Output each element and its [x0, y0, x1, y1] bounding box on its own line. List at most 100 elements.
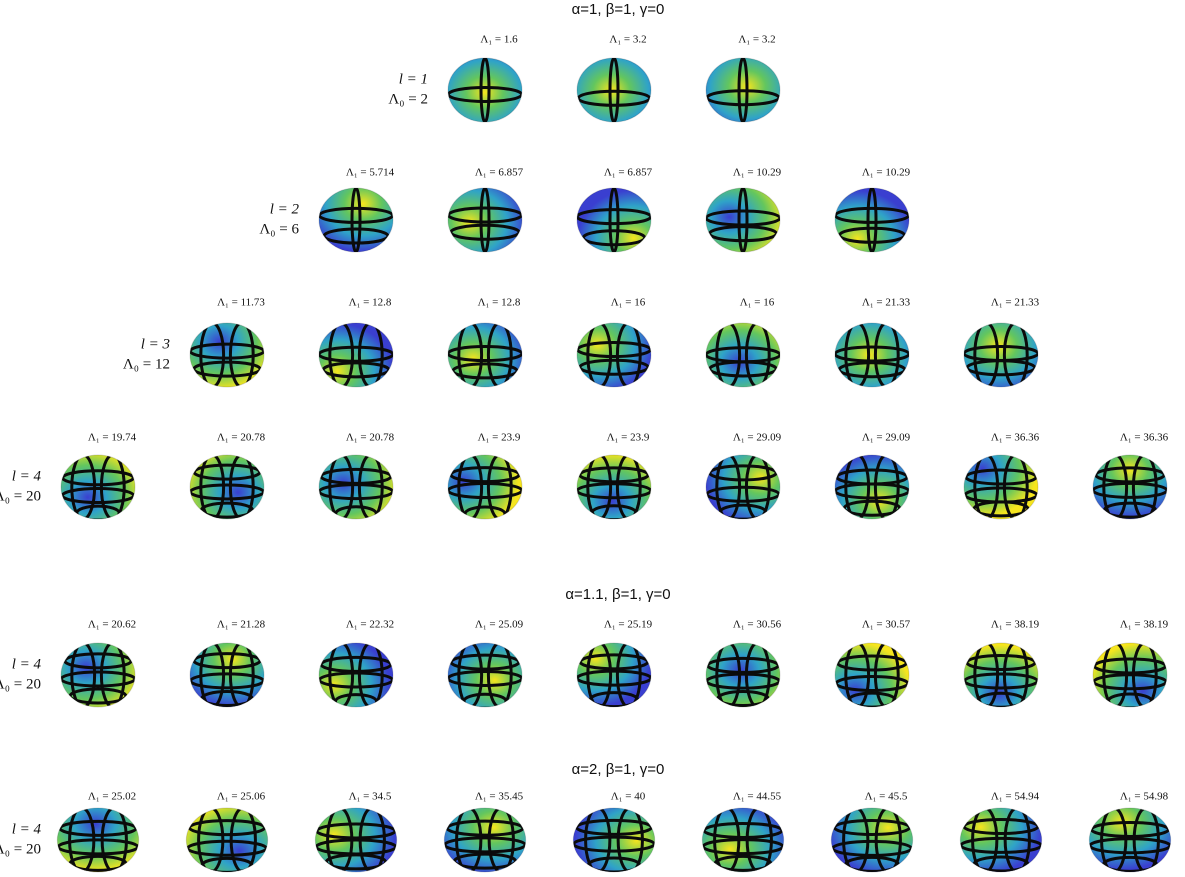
nodal-line: [229, 808, 257, 872]
sphere: [834, 187, 910, 253]
sphere: [318, 322, 394, 388]
panel-label: Λ₁ = 16: [740, 297, 775, 309]
panel-label: Λ₁ = 3.2: [609, 34, 646, 46]
nodal-line: [487, 808, 515, 872]
sphere-surface: [190, 455, 264, 519]
nodal-line: [1002, 455, 1029, 519]
nodal-line: [70, 455, 97, 519]
nodal-line: [844, 455, 871, 519]
nodal-line: [737, 188, 749, 252]
sphere-outline: [60, 454, 136, 520]
nodal-line: [61, 670, 135, 688]
panel-label: Λ₁ = 12.8: [478, 297, 521, 309]
nodal-line: [199, 455, 226, 519]
sphere-outline: [705, 454, 781, 520]
sphere: [60, 454, 136, 520]
nodal-lines: [964, 455, 1038, 519]
sphere: [572, 807, 656, 873]
panel-label: Λ₁ = 25.19: [604, 619, 653, 631]
nodal-line: [199, 643, 226, 707]
nodal-line: [326, 808, 354, 872]
nodal-line: [586, 323, 613, 387]
row-l: l = 4: [12, 821, 42, 837]
sphere-surface: [577, 455, 651, 519]
nodal-line: [842, 808, 870, 872]
panel-label: Λ₁ = 19.74: [88, 432, 137, 444]
panel-label: Λ₁ = 29.09: [733, 432, 782, 444]
sphere-surface: [319, 188, 393, 252]
sphere-outline: [705, 57, 781, 123]
nodal-line: [486, 323, 513, 387]
sphere: [576, 57, 652, 123]
nodal-line: [615, 323, 642, 387]
nodal-line: [713, 808, 741, 872]
nodal-line: [962, 818, 1040, 836]
sphere: [189, 454, 265, 520]
sphere-surface: [835, 323, 909, 387]
sphere-outline: [318, 642, 394, 708]
sphere-outline: [705, 187, 781, 253]
nodal-line: [615, 643, 642, 707]
nodal-line: [960, 836, 1042, 854]
nodal-line: [486, 455, 513, 519]
panel-label: Λ₁ = 30.57: [862, 619, 911, 631]
nodal-line: [228, 643, 255, 707]
row-l: l = 3: [141, 336, 170, 352]
panel-label: Λ₁ = 21.33: [991, 297, 1040, 309]
sphere-surface: [448, 323, 522, 387]
panel-label: Λ₁ = 30.56: [733, 619, 782, 631]
panel-label: Λ₁ = 12.8: [349, 297, 392, 309]
panel-label: Λ₁ = 34.5: [349, 791, 392, 803]
nodal-line: [973, 323, 1000, 387]
nodal-line: [578, 653, 650, 671]
row-lambda0: Λ₀ = 2: [388, 91, 428, 107]
nodal-line: [1132, 808, 1160, 872]
nodal-line: [744, 323, 771, 387]
nodal-line: [357, 323, 384, 387]
row-lambda0: Λ₀ = 12: [123, 356, 170, 372]
nodal-line: [971, 808, 999, 872]
nodal-line: [715, 455, 742, 519]
nodal-line: [608, 188, 620, 252]
panel-label: Λ₁ = 45.5: [865, 791, 908, 803]
nodal-line: [874, 808, 902, 872]
nodal-line: [486, 643, 513, 707]
nodal-line: [616, 808, 644, 872]
nodal-line: [357, 455, 384, 519]
sphere: [56, 807, 140, 873]
panel-label: Λ₁ = 22.32: [346, 619, 394, 631]
sphere-outline: [834, 454, 910, 520]
panel-label: Λ₁ = 54.94: [991, 791, 1040, 803]
sphere-outline: [56, 807, 140, 873]
sphere-outline: [959, 807, 1043, 873]
sphere-outline: [447, 642, 523, 708]
sphere-outline: [830, 807, 914, 873]
nodal-line: [479, 188, 491, 252]
nodal-lines: [190, 455, 264, 519]
sphere-outline: [576, 642, 652, 708]
nodal-line: [586, 455, 613, 519]
sphere-outline: [576, 57, 652, 123]
panel-label: Λ₁ = 11.73: [217, 297, 265, 309]
nodal-line: [835, 674, 909, 692]
panel-label: Λ₁ = 54.98: [1120, 791, 1169, 803]
sphere-surface: [577, 323, 651, 387]
nodal-line: [844, 323, 871, 387]
nodal-lines: [702, 808, 784, 872]
panel-label: Λ₁ = 35.45: [475, 791, 524, 803]
nodal-line: [584, 808, 612, 872]
sphere: [447, 642, 523, 708]
sphere-outline: [60, 642, 136, 708]
nodal-line: [61, 487, 135, 505]
nodal-line: [873, 643, 900, 707]
section-title: α=1.1, β=1, γ=0: [565, 586, 670, 603]
sphere-outline: [1092, 454, 1168, 520]
row-l: l = 4: [12, 656, 42, 672]
sphere-surface: [577, 643, 651, 707]
sphere: [60, 642, 136, 708]
nodal-lines: [190, 643, 264, 707]
nodal-line: [457, 323, 484, 387]
sphere: [318, 454, 394, 520]
sphere: [705, 322, 781, 388]
sphere-outline: [834, 322, 910, 388]
